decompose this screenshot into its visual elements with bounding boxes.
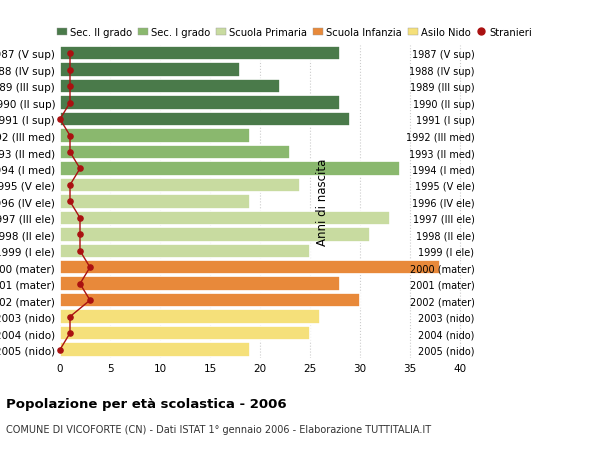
Bar <box>60 244 310 258</box>
Point <box>65 330 75 337</box>
Point <box>65 67 75 74</box>
Point <box>75 215 85 222</box>
Point <box>65 149 75 157</box>
Point <box>65 182 75 189</box>
Bar <box>60 47 340 62</box>
Bar <box>60 129 250 144</box>
Point <box>65 133 75 140</box>
Bar <box>60 310 320 324</box>
Point <box>75 280 85 288</box>
Legend: Sec. II grado, Sec. I grado, Scuola Primaria, Scuola Infanzia, Asilo Nido, Stran: Sec. II grado, Sec. I grado, Scuola Prim… <box>56 28 532 38</box>
Point <box>65 83 75 90</box>
Bar <box>60 293 360 308</box>
Point <box>65 100 75 107</box>
Point <box>65 198 75 206</box>
Text: Popolazione per età scolastica - 2006: Popolazione per età scolastica - 2006 <box>6 397 287 410</box>
Bar <box>60 277 340 291</box>
Bar <box>60 178 300 193</box>
Bar <box>60 80 280 94</box>
Bar <box>60 326 310 341</box>
Bar <box>60 146 290 160</box>
Point <box>85 264 95 271</box>
Point <box>65 313 75 321</box>
Y-axis label: Anni di nascita: Anni di nascita <box>316 158 329 246</box>
Point <box>75 247 85 255</box>
Text: COMUNE DI VICOFORTE (CN) - Dati ISTAT 1° gennaio 2006 - Elaborazione TUTTITALIA.: COMUNE DI VICOFORTE (CN) - Dati ISTAT 1°… <box>6 425 431 435</box>
Bar <box>60 96 340 111</box>
Bar <box>60 162 400 176</box>
Point <box>75 165 85 173</box>
Bar <box>60 342 250 357</box>
Point <box>55 116 65 123</box>
Point <box>65 50 75 58</box>
Point <box>55 346 65 353</box>
Point <box>75 231 85 239</box>
Bar <box>60 112 350 127</box>
Bar <box>60 63 240 78</box>
Bar <box>60 260 440 275</box>
Bar <box>60 195 250 209</box>
Bar <box>60 228 370 242</box>
Bar <box>60 211 390 226</box>
Point <box>85 297 95 304</box>
